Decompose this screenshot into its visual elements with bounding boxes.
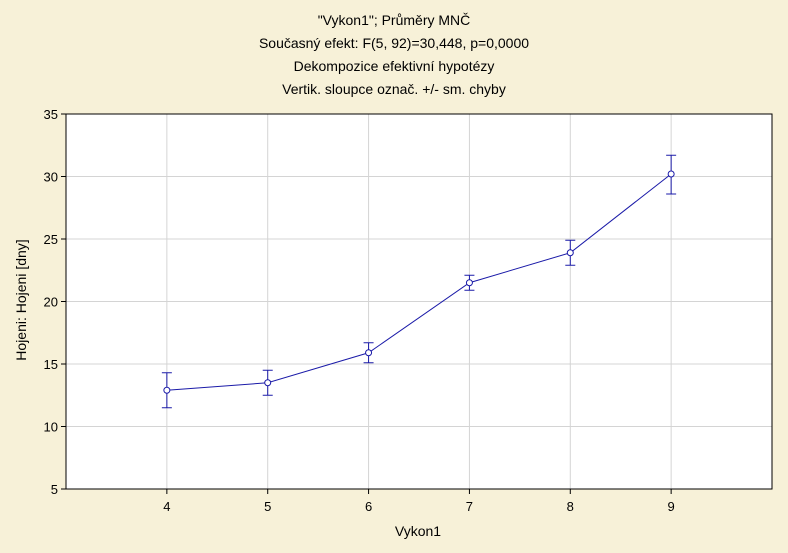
chart-title-line-1: "Vykon1"; Průměry MNČ — [318, 12, 471, 28]
y-tick-label: 35 — [44, 107, 58, 122]
x-axis-label: Vykon1 — [395, 523, 441, 539]
grid — [66, 114, 772, 489]
x-tick-label: 5 — [264, 499, 271, 514]
y-tick-label: 25 — [44, 232, 58, 247]
y-tick-label: 15 — [44, 357, 58, 372]
x-tick-label: 9 — [668, 499, 675, 514]
data-series — [161, 154, 677, 409]
axes: 5 10 15 20 25 30 35 4 5 6 7 8 9 — [44, 107, 773, 514]
y-tick-label: 20 — [44, 295, 58, 310]
x-tick-label: 4 — [163, 499, 170, 514]
data-point — [365, 349, 373, 357]
x-tick-label: 7 — [466, 499, 473, 514]
x-tick-label: 6 — [365, 499, 372, 514]
data-point — [566, 249, 574, 257]
chart-title-line-4: Vertik. sloupce označ. +/- sm. chyby — [282, 81, 506, 97]
plot-frame — [65, 113, 773, 490]
data-point — [667, 170, 675, 178]
data-point — [163, 386, 171, 394]
y-tick-label: 5 — [51, 482, 58, 497]
chart-title-line-2: Současný efekt: F(5, 92)=30,448, p=0,000… — [259, 35, 529, 51]
data-point — [465, 279, 473, 287]
y-tick-label: 30 — [44, 170, 58, 185]
data-point — [264, 379, 272, 387]
y-tick-label: 10 — [44, 420, 58, 435]
x-tick-label: 8 — [567, 499, 574, 514]
chart-title-block: "Vykon1"; Průměry MNČ Současný efekt: F(… — [259, 12, 529, 97]
y-axis-label: Hojeni: Hojeni [dny] — [13, 239, 29, 360]
series-line — [166, 173, 672, 391]
chart-title-line-3: Dekompozice efektivní hypotézy — [294, 58, 495, 74]
